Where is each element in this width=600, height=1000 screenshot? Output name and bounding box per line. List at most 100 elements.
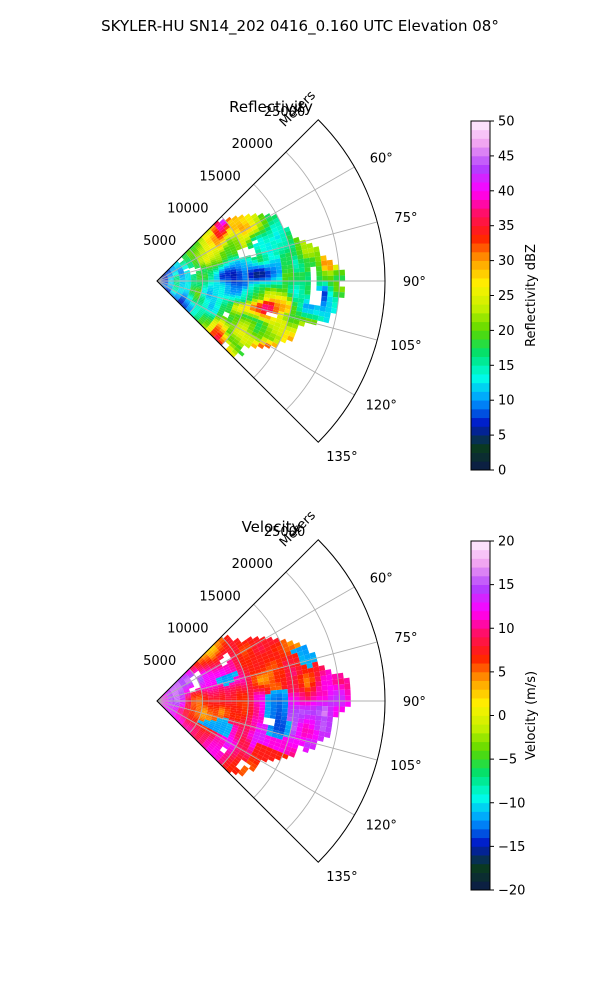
data-cell xyxy=(170,686,176,691)
data-cell xyxy=(261,756,269,763)
colorbar-segment xyxy=(471,173,490,183)
data-cell xyxy=(303,718,310,725)
data-cell xyxy=(260,651,268,658)
data-cell xyxy=(179,702,186,704)
data-cell xyxy=(208,304,215,309)
data-cell xyxy=(221,735,228,741)
colorbar-segment xyxy=(471,234,490,244)
colorbar-tick-label: 5 xyxy=(498,665,506,680)
data-cell xyxy=(200,264,206,268)
data-cell xyxy=(205,296,212,300)
data-cell xyxy=(195,687,201,691)
data-cell xyxy=(246,216,253,223)
data-cell xyxy=(321,260,328,267)
data-cell xyxy=(162,281,169,284)
data-cell xyxy=(190,276,197,278)
data-cell xyxy=(188,293,195,297)
data-cell xyxy=(229,311,236,317)
data-cell xyxy=(225,285,231,288)
data-cell xyxy=(303,742,311,749)
colorbar-segment xyxy=(471,304,490,314)
data-cell xyxy=(255,654,263,660)
data-cell xyxy=(311,661,319,668)
data-cell xyxy=(216,678,223,683)
data-cell xyxy=(173,278,180,280)
data-cell xyxy=(213,286,220,289)
data-cell xyxy=(196,283,203,286)
data-cell xyxy=(161,273,166,278)
data-cell xyxy=(185,283,192,286)
data-cell xyxy=(224,234,231,240)
data-cell xyxy=(174,701,180,703)
data-cell xyxy=(168,277,174,280)
data-cell xyxy=(287,704,294,710)
data-cell xyxy=(185,275,191,278)
data-cell xyxy=(162,279,169,281)
data-cell xyxy=(309,651,317,659)
data-cell xyxy=(190,704,197,706)
data-cell xyxy=(268,335,275,342)
data-cell xyxy=(199,239,206,245)
data-cell xyxy=(315,686,322,692)
data-cell xyxy=(237,320,245,327)
data-cell xyxy=(276,701,283,705)
data-cell xyxy=(247,689,254,693)
data-cell xyxy=(257,342,265,350)
data-cell xyxy=(178,287,185,291)
data-cell xyxy=(279,323,287,330)
data-cell xyxy=(174,682,179,687)
data-cell xyxy=(185,678,191,683)
data-cell xyxy=(253,283,260,288)
data-cell xyxy=(167,273,173,277)
data-cell xyxy=(181,304,187,310)
data-cell xyxy=(292,263,299,269)
data-cell xyxy=(264,690,271,695)
data-cell xyxy=(267,672,275,678)
data-cell xyxy=(264,330,272,336)
data-cell xyxy=(179,282,186,284)
data-cell xyxy=(175,684,181,689)
data-cell xyxy=(243,754,250,760)
data-cell xyxy=(179,297,185,303)
data-cell xyxy=(327,711,334,717)
data-cell xyxy=(190,706,197,709)
colorbar-segment xyxy=(471,837,490,847)
data-cell xyxy=(197,311,203,317)
data-cell xyxy=(196,698,203,700)
data-cell xyxy=(261,639,269,646)
data-cell xyxy=(179,704,186,707)
data-cell xyxy=(227,300,234,305)
data-cell xyxy=(274,221,282,228)
data-cell xyxy=(242,743,250,749)
data-cell xyxy=(165,270,171,274)
data-cell xyxy=(219,218,226,225)
data-cell xyxy=(218,690,225,694)
data-cell xyxy=(213,238,220,244)
data-cell xyxy=(227,229,234,235)
data-cell xyxy=(178,691,185,695)
data-cell xyxy=(196,244,202,250)
data-cell xyxy=(170,266,175,271)
data-cell xyxy=(175,264,181,269)
data-cell xyxy=(290,251,298,257)
data-cell xyxy=(186,727,192,733)
data-cell xyxy=(264,707,271,712)
data-cell xyxy=(222,663,229,669)
data-cell xyxy=(177,267,183,272)
data-cell xyxy=(252,648,260,654)
data-cell xyxy=(232,738,239,744)
data-cell xyxy=(236,668,244,674)
data-cell xyxy=(167,285,173,289)
data-cell xyxy=(234,260,241,265)
data-cell xyxy=(202,243,209,249)
data-cell xyxy=(271,227,279,234)
data-cell xyxy=(218,710,225,714)
data-cell xyxy=(259,694,266,698)
data-cell xyxy=(226,305,233,310)
data-cell xyxy=(264,661,272,668)
data-cell xyxy=(232,673,239,678)
data-cell xyxy=(225,276,232,279)
data-cell xyxy=(283,329,291,336)
data-cell xyxy=(229,686,236,690)
data-cell xyxy=(269,262,276,268)
